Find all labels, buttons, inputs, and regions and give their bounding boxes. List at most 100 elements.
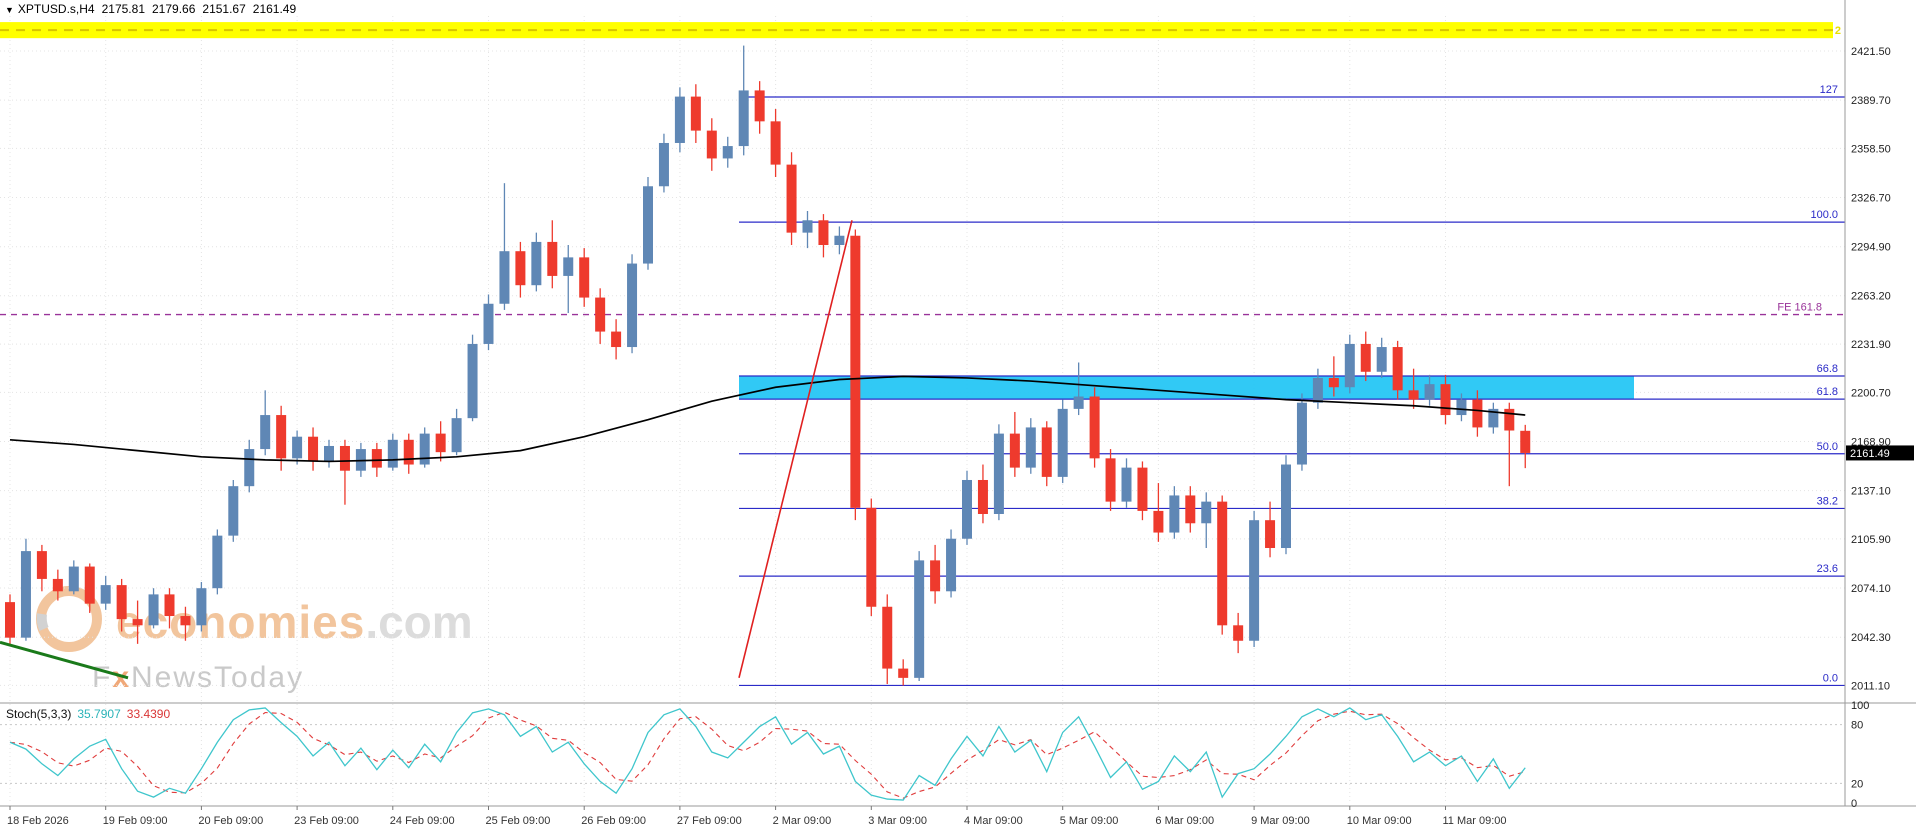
candle-body[interactable]	[977, 479, 988, 514]
candle-body[interactable]	[20, 551, 31, 638]
candle-body[interactable]	[1281, 464, 1291, 549]
candle-body[interactable]	[1424, 384, 1435, 400]
candle-body[interactable]	[1137, 467, 1148, 511]
candle-body[interactable]	[1408, 390, 1419, 400]
candle-body[interactable]	[579, 257, 590, 298]
candle-body[interactable]	[866, 507, 877, 607]
candle-body[interactable]	[690, 96, 701, 131]
candle-body[interactable]	[882, 606, 893, 669]
candle-body[interactable]	[499, 251, 510, 304]
candle-body[interactable]	[164, 594, 175, 617]
candle-body[interactable]	[1025, 427, 1036, 468]
candle-body[interactable]	[324, 445, 334, 462]
candle-body[interactable]	[1233, 625, 1244, 641]
candle-body[interactable]	[52, 578, 63, 592]
candle-body[interactable]	[467, 343, 478, 419]
candle-body[interactable]	[148, 594, 159, 626]
candle-body[interactable]	[1089, 396, 1100, 459]
candles-layer[interactable]	[5, 45, 1531, 686]
candle-body[interactable]	[308, 436, 319, 462]
candle-body[interactable]	[36, 551, 47, 579]
candle-body[interactable]	[84, 566, 95, 604]
candle-body[interactable]	[818, 220, 829, 246]
candle-body[interactable]	[1169, 495, 1180, 533]
candle-body[interactable]	[1073, 396, 1084, 409]
candle-body[interactable]	[1360, 343, 1371, 372]
candle-body[interactable]	[547, 241, 558, 276]
stochastic-signal-line[interactable]	[9, 710, 1526, 799]
candle-body[interactable]	[834, 235, 845, 246]
candle-body[interactable]	[403, 439, 414, 465]
candle-body[interactable]	[1153, 510, 1164, 533]
candle-body[interactable]	[674, 96, 685, 143]
candle-body[interactable]	[531, 241, 542, 286]
candle-body[interactable]	[451, 418, 462, 453]
candle-body[interactable]	[68, 566, 79, 592]
candle-body[interactable]	[1217, 501, 1228, 626]
candle-body[interactable]	[595, 297, 606, 332]
candle-body[interactable]	[1249, 520, 1260, 641]
candle-body[interactable]	[1041, 427, 1052, 477]
candle-body[interactable]	[706, 130, 717, 159]
candle-body[interactable]	[786, 164, 797, 233]
candle-body[interactable]	[898, 668, 909, 678]
candle-body[interactable]	[611, 331, 622, 348]
candle-body[interactable]	[1105, 458, 1116, 502]
candle-body[interactable]	[1440, 384, 1451, 416]
candle-body[interactable]	[1265, 520, 1276, 549]
candle-body[interactable]	[627, 263, 638, 348]
candle-body[interactable]	[722, 146, 733, 159]
candle-body[interactable]	[946, 538, 957, 592]
candle-body[interactable]	[244, 449, 255, 487]
candle-body[interactable]	[962, 479, 972, 539]
candle-body[interactable]	[850, 235, 861, 508]
candle-body[interactable]	[1488, 408, 1499, 428]
candle-body[interactable]	[1520, 430, 1531, 453]
candle-body[interactable]	[802, 220, 813, 233]
candle-body[interactable]	[515, 251, 526, 286]
candle-body[interactable]	[754, 90, 765, 122]
candle-body[interactable]	[371, 449, 382, 468]
candle-body[interactable]	[1392, 347, 1403, 391]
candle-body[interactable]	[1296, 402, 1307, 465]
candle-body[interactable]	[419, 433, 430, 465]
candle-body[interactable]	[1057, 408, 1068, 477]
candle-body[interactable]	[483, 303, 494, 344]
candle-body[interactable]	[100, 585, 111, 604]
candle-body[interactable]	[1201, 501, 1212, 524]
candle-body[interactable]	[339, 445, 350, 471]
candle-body[interactable]	[180, 616, 191, 626]
candle-body[interactable]	[1456, 399, 1467, 416]
candle-body[interactable]	[1312, 377, 1323, 403]
candle-body[interactable]	[196, 588, 207, 626]
candle-body[interactable]	[1009, 433, 1020, 468]
candle-body[interactable]	[387, 439, 398, 468]
candle-body[interactable]	[1472, 399, 1483, 428]
candle-body[interactable]	[212, 535, 223, 589]
candle-body[interactable]	[5, 602, 15, 638]
red-trendline[interactable]	[738, 220, 853, 679]
candle-body[interactable]	[993, 433, 1004, 514]
candle-body[interactable]	[228, 486, 239, 536]
candle-body[interactable]	[658, 142, 669, 187]
green-trendline[interactable]	[0, 640, 129, 680]
candle-body[interactable]	[292, 436, 303, 459]
candle-body[interactable]	[738, 90, 749, 147]
candle-body[interactable]	[276, 415, 287, 459]
moving-average-line[interactable]	[9, 375, 1526, 463]
fibonacci-expansion-line[interactable]: FE 161.8	[0, 302, 1845, 316]
stochastic-main-line[interactable]	[9, 707, 1526, 801]
candle-body[interactable]	[1121, 467, 1132, 502]
candle-body[interactable]	[770, 121, 781, 165]
candle-body[interactable]	[1328, 377, 1339, 388]
candle-body[interactable]	[643, 186, 653, 264]
candle-body[interactable]	[1504, 408, 1515, 431]
candle-body[interactable]	[260, 415, 271, 450]
candle-body[interactable]	[435, 433, 446, 453]
stochastic-panel[interactable]: 100 80 20 0	[0, 700, 1869, 810]
price-axis[interactable]: 2421.50 2389.70 2358.50 2326.70 2294.90 2263.…	[1846, 46, 1914, 692]
time-axis[interactable]: 18 Feb 2026 19 Feb 09:00 20 Feb 09:00 23 Fe…	[7, 806, 1507, 827]
candle-body[interactable]	[1344, 343, 1355, 388]
candle-body[interactable]	[116, 585, 127, 620]
yellow-resistance-band[interactable]: 2	[0, 22, 1841, 39]
